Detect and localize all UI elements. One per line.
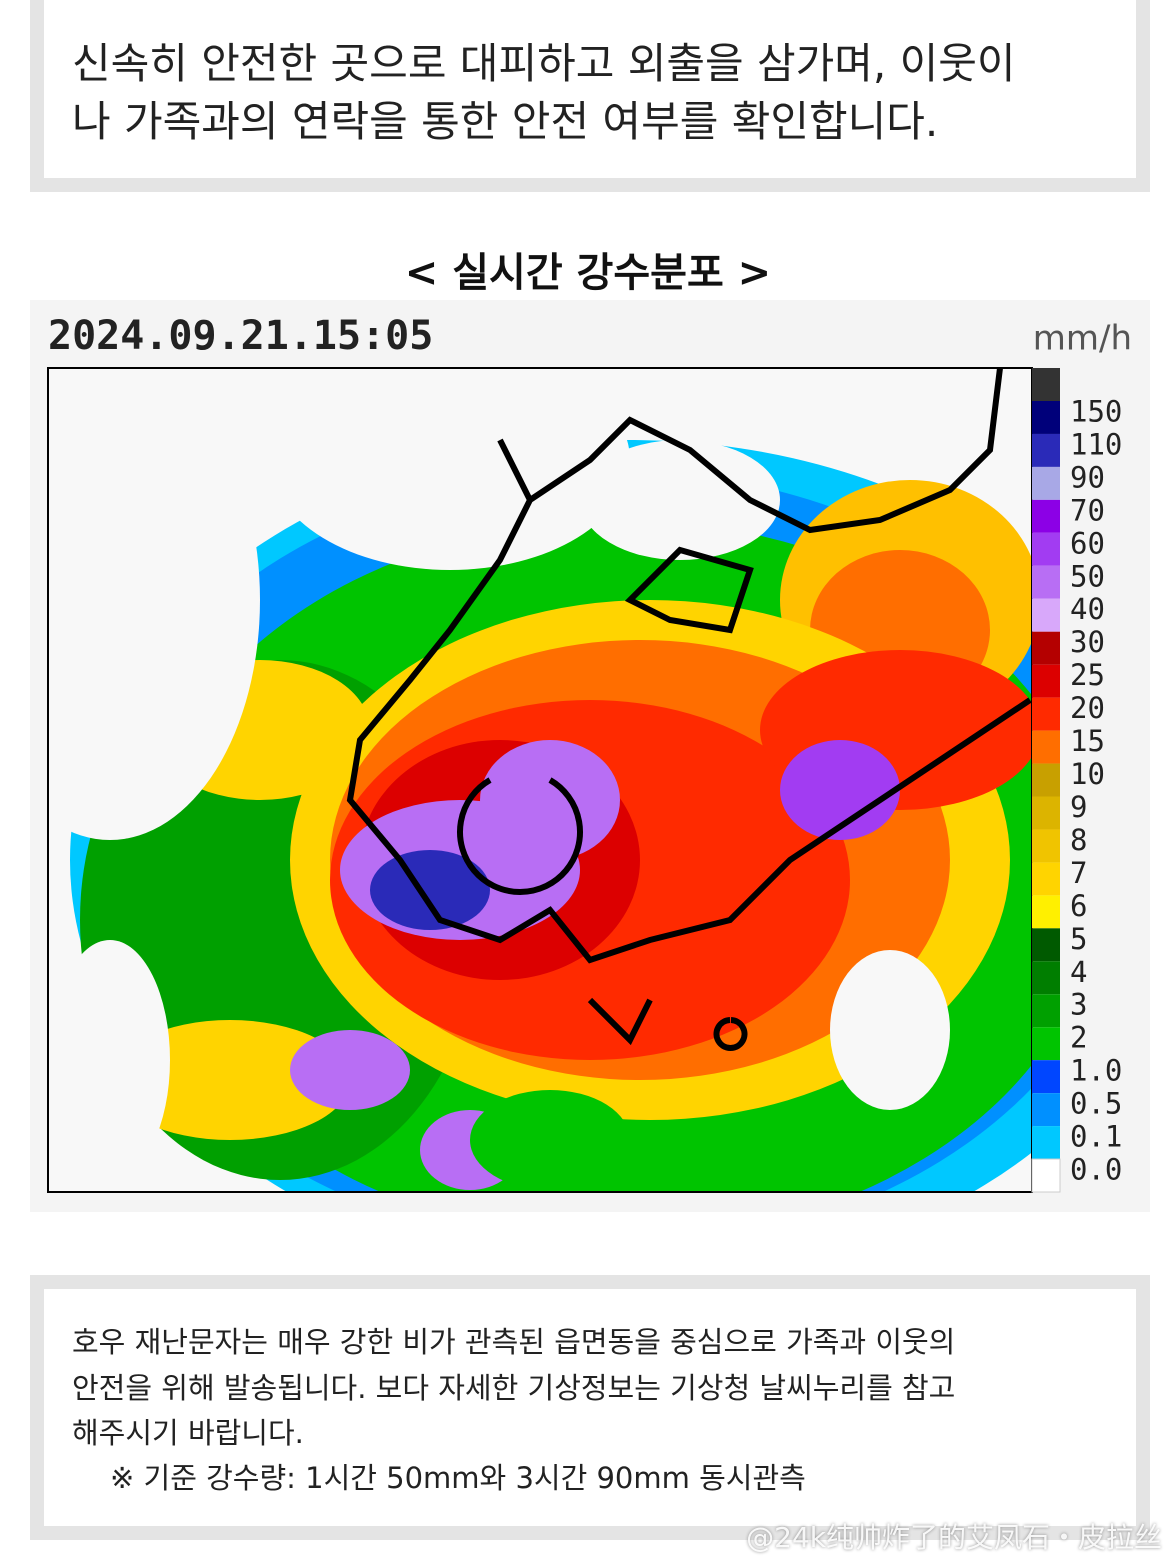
info-line: 안전을 위해 발송됩니다. 보다 자세한 기상정보는 기상청 날씨누리를 참고 bbox=[72, 1371, 956, 1405]
info-note: ※ 기준 강수량: 1시간 50mm와 3시간 90mm 동시관측 bbox=[110, 1461, 806, 1495]
legend-label: 2 bbox=[1070, 1021, 1087, 1055]
info-line: 호우 재난문자는 매우 강한 비가 관측된 읍면동을 중심으로 가족과 이웃의 bbox=[72, 1325, 956, 1359]
legend-swatch bbox=[1031, 1158, 1061, 1193]
legend-swatch bbox=[1032, 664, 1060, 698]
info-box: 호우 재난문자는 매우 강한 비가 관측된 읍면동을 중심으로 가족과 이웃의 … bbox=[30, 1275, 1150, 1540]
legend-label: 9 bbox=[1070, 790, 1087, 824]
legend-label: 0.1 bbox=[1070, 1120, 1122, 1154]
legend-swatch bbox=[1032, 499, 1060, 533]
map-title: < 실시간 강수분포 > bbox=[404, 250, 772, 296]
legend-swatch bbox=[1032, 1060, 1060, 1094]
notice-box: 신속히 안전한 곳으로 대피하고 외출을 삼가며, 이웃이 나 가족과의 연락을… bbox=[30, 0, 1150, 192]
legend-label: 60 bbox=[1070, 526, 1105, 560]
legend-label: 3 bbox=[1070, 988, 1087, 1022]
legend-label: 0.5 bbox=[1070, 1087, 1122, 1121]
legend-label: 110 bbox=[1070, 427, 1122, 461]
legend-label: 7 bbox=[1070, 856, 1087, 890]
legend-swatch bbox=[1032, 862, 1060, 896]
legend-label: 150 bbox=[1070, 394, 1122, 428]
legend-swatch bbox=[1032, 631, 1060, 665]
legend-label: 40 bbox=[1070, 592, 1105, 626]
notice-line: 신속히 안전한 곳으로 대피하고 외출을 삼가며, 이웃이 bbox=[72, 39, 1016, 88]
legend-swatch bbox=[1032, 598, 1060, 632]
legend-swatch bbox=[1032, 895, 1060, 929]
legend-swatch bbox=[1032, 928, 1060, 962]
legend-swatch bbox=[1032, 466, 1060, 500]
legend-label: 30 bbox=[1070, 625, 1105, 659]
legend-swatch bbox=[1032, 433, 1060, 467]
info-line: 해주시기 바랍니다. bbox=[72, 1416, 304, 1450]
legend: 15011090706050403025201510987654321.00.5… bbox=[1031, 394, 1122, 1193]
legend-label: 1.0 bbox=[1070, 1054, 1122, 1088]
legend-label: 5 bbox=[1070, 922, 1087, 956]
legend-swatch bbox=[1032, 401, 1060, 434]
legend-swatch bbox=[1032, 565, 1060, 599]
legend-label: 90 bbox=[1070, 460, 1105, 494]
legend-swatch bbox=[1032, 961, 1060, 995]
legend-label: 20 bbox=[1070, 691, 1105, 725]
legend-swatch bbox=[1032, 1093, 1060, 1127]
legend-label: 8 bbox=[1070, 823, 1087, 857]
legend-label: 50 bbox=[1070, 559, 1105, 593]
notice-line: 나 가족과의 연락을 통한 안전 여부를 확인합니다. bbox=[72, 97, 939, 146]
legend-swatch bbox=[1032, 763, 1060, 797]
unit-label: mm/h bbox=[1033, 319, 1132, 359]
legend-label: 10 bbox=[1070, 757, 1105, 791]
radar-svg: 2024.09.21.15:05 mm/h bbox=[47, 313, 1132, 1193]
legend-label: 15 bbox=[1070, 724, 1105, 758]
legend-label: 70 bbox=[1070, 493, 1105, 527]
legend-swatch bbox=[1032, 697, 1060, 731]
legend-label: 6 bbox=[1070, 889, 1087, 923]
legend-label: 4 bbox=[1070, 955, 1087, 989]
timestamp: 2024.09.21.15:05 bbox=[48, 313, 433, 359]
watermark: @24k纯帅炸了的艾凤石・皮拉丝 bbox=[746, 1521, 1162, 1554]
legend-swatch bbox=[1032, 730, 1060, 764]
legend-swatch bbox=[1032, 1126, 1060, 1160]
legend-swatch bbox=[1032, 994, 1060, 1028]
legend-swatch bbox=[1032, 796, 1060, 830]
legend-swatch bbox=[1032, 829, 1060, 863]
legend-label: 0.0 bbox=[1070, 1153, 1122, 1187]
legend-swatch bbox=[1032, 1027, 1060, 1061]
precipitation-field bbox=[47, 367, 1033, 1193]
legend-label: 25 bbox=[1070, 658, 1105, 692]
legend-top-swatch bbox=[1032, 368, 1060, 401]
radar-image: 2024.09.21.15:05 mm/h bbox=[30, 300, 1150, 1212]
legend-swatch bbox=[1032, 532, 1060, 566]
